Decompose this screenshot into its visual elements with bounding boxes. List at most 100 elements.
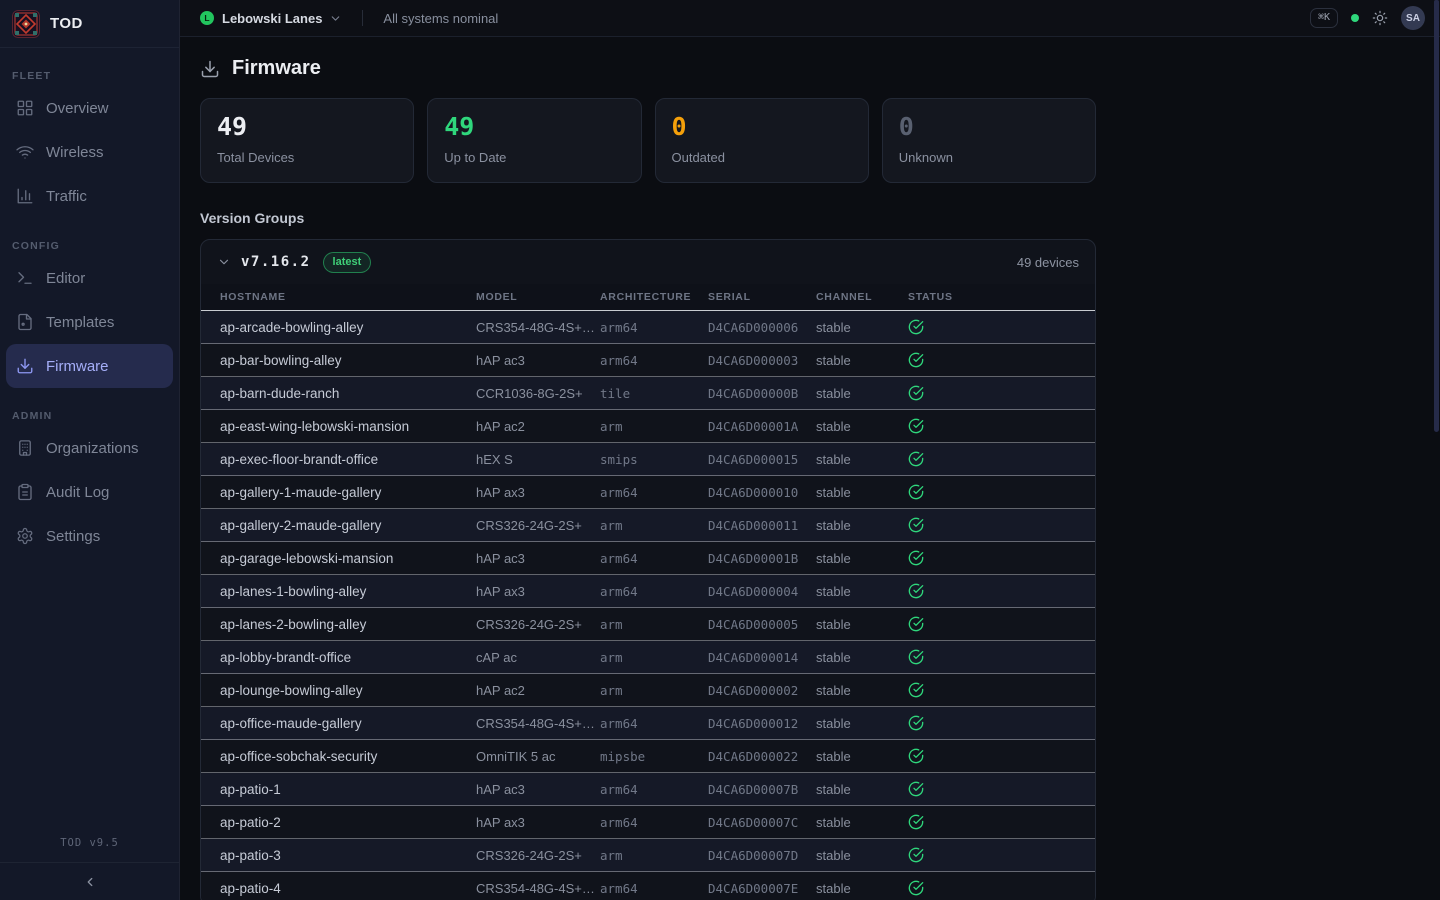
sidebar-item-label: Wireless xyxy=(46,144,104,161)
device-model: hAP ax3 xyxy=(476,485,600,500)
sidebar-item-editor[interactable]: Editor xyxy=(6,256,173,300)
device-model: cAP ac xyxy=(476,650,600,665)
table-row[interactable]: ap-lobby-brandt-office cAP ac arm D4CA6D… xyxy=(201,641,1095,674)
table-row[interactable]: ap-barn-dude-ranch CCR1036-8G-2S+ tile D… xyxy=(201,377,1095,410)
device-hostname: ap-lounge-bowling-alley xyxy=(220,683,476,698)
table-row[interactable]: ap-bar-bowling-alley hAP ac3 arm64 D4CA6… xyxy=(201,344,1095,377)
grid-icon xyxy=(16,99,34,117)
status-check-icon xyxy=(908,649,1079,665)
device-architecture: arm xyxy=(600,848,708,863)
brand-header: TOD xyxy=(0,0,179,48)
topbar-right: ⌘K SA xyxy=(1310,6,1425,30)
table-row[interactable]: ap-patio-2 hAP ax3 arm64 D4CA6D00007C st… xyxy=(201,806,1095,839)
status-check-icon xyxy=(908,385,1079,401)
device-model: hAP ac3 xyxy=(476,782,600,797)
command-palette-shortcut[interactable]: ⌘K xyxy=(1310,8,1338,28)
device-hostname: ap-patio-1 xyxy=(220,782,476,797)
device-serial: D4CA6D00001A xyxy=(708,419,816,434)
sidebar-collapse-button[interactable] xyxy=(0,862,179,900)
sidebar-item-traffic[interactable]: Traffic xyxy=(6,174,173,218)
building-icon xyxy=(16,439,34,457)
device-serial: D4CA6D000012 xyxy=(708,716,816,731)
sidebar-item-settings[interactable]: Settings xyxy=(6,514,173,558)
status-check-icon xyxy=(908,781,1079,797)
device-hostname: ap-exec-floor-brandt-office xyxy=(220,452,476,467)
device-hostname: ap-bar-bowling-alley xyxy=(220,353,476,368)
sidebar-item-templates[interactable]: Templates xyxy=(6,300,173,344)
stat-label: Up to Date xyxy=(444,150,624,165)
device-hostname: ap-garage-lebowski-mansion xyxy=(220,551,476,566)
table-row[interactable]: ap-exec-floor-brandt-office hEX S smips … xyxy=(201,443,1095,476)
device-model: hAP ac3 xyxy=(476,353,600,368)
table-row[interactable]: ap-garage-lebowski-mansion hAP ac3 arm64… xyxy=(201,542,1095,575)
scrollbar-thumb[interactable] xyxy=(1434,0,1439,432)
table-row[interactable]: ap-office-sobchak-security OmniTIK 5 ac … xyxy=(201,740,1095,773)
device-hostname: ap-office-maude-gallery xyxy=(220,716,476,731)
device-serial: D4CA6D000003 xyxy=(708,353,816,368)
table-row[interactable]: ap-arcade-bowling-alley CRS354-48G-4S+… … xyxy=(201,311,1095,344)
sidebar-item-label: Settings xyxy=(46,528,100,545)
firmware-table-body: ap-arcade-bowling-alley CRS354-48G-4S+… … xyxy=(201,311,1095,900)
firmware-version: v7.16.2 xyxy=(241,254,311,270)
device-model: CRS326-24G-2S+ xyxy=(476,518,600,533)
device-architecture: arm64 xyxy=(600,881,708,896)
device-serial: D4CA6D000004 xyxy=(708,584,816,599)
table-header: HOSTNAME MODEL ARCHITECTURE SERIAL CHANN… xyxy=(201,284,1095,311)
system-status-text: All systems nominal xyxy=(383,11,498,26)
page-content: Firmware 49 Total Devices 49 Up to Date … xyxy=(180,37,1440,900)
column-header-status: STATUS xyxy=(908,291,1079,303)
user-avatar[interactable]: SA xyxy=(1401,6,1425,30)
device-serial: D4CA6D00001B xyxy=(708,551,816,566)
device-serial: D4CA6D00007D xyxy=(708,848,816,863)
latest-badge: latest xyxy=(323,252,372,273)
device-channel: stable xyxy=(816,353,908,368)
table-row[interactable]: ap-office-maude-gallery CRS354-48G-4S+… … xyxy=(201,707,1095,740)
stat-value: 0 xyxy=(899,113,1079,141)
sidebar-item-overview[interactable]: Overview xyxy=(6,86,173,130)
device-model: OmniTIK 5 ac xyxy=(476,749,600,764)
device-model: CRS354-48G-4S+… xyxy=(476,320,600,335)
device-channel: stable xyxy=(816,749,908,764)
topbar-divider xyxy=(362,10,363,26)
device-architecture: arm xyxy=(600,617,708,632)
status-check-icon xyxy=(908,550,1079,566)
chevron-down-icon[interactable] xyxy=(329,12,342,25)
device-architecture: arm xyxy=(600,683,708,698)
status-check-icon xyxy=(908,616,1079,632)
sidebar-item-wireless[interactable]: Wireless xyxy=(6,130,173,174)
device-serial: D4CA6D000014 xyxy=(708,650,816,665)
nav-section-config: CONFIG xyxy=(12,240,167,252)
version-group-header[interactable]: v7.16.2 latest 49 devices xyxy=(201,240,1095,284)
table-row[interactable]: ap-gallery-2-maude-gallery CRS326-24G-2S… xyxy=(201,509,1095,542)
device-serial: D4CA6D000002 xyxy=(708,683,816,698)
table-row[interactable]: ap-gallery-1-maude-gallery hAP ax3 arm64… xyxy=(201,476,1095,509)
sidebar-item-firmware[interactable]: Firmware xyxy=(6,344,173,388)
table-row[interactable]: ap-lanes-1-bowling-alley hAP ax3 arm64 D… xyxy=(201,575,1095,608)
column-header-serial: SERIAL xyxy=(708,291,816,303)
table-row[interactable]: ap-east-wing-lebowski-mansion hAP ac2 ar… xyxy=(201,410,1095,443)
device-serial: D4CA6D00007B xyxy=(708,782,816,797)
device-architecture: arm64 xyxy=(600,353,708,368)
org-name[interactable]: Lebowski Lanes xyxy=(222,11,322,26)
device-architecture: mipsbe xyxy=(600,749,708,764)
theme-toggle-sun-icon[interactable] xyxy=(1372,10,1388,26)
bar-chart-icon xyxy=(16,187,34,205)
stat-value: 49 xyxy=(217,113,397,141)
device-serial: D4CA6D000015 xyxy=(708,452,816,467)
sidebar-item-organizations[interactable]: Organizations xyxy=(6,426,173,470)
table-row[interactable]: ap-patio-4 CRS354-48G-4S+… arm64 D4CA6D0… xyxy=(201,872,1095,900)
device-serial: D4CA6D00000B xyxy=(708,386,816,401)
status-check-icon xyxy=(908,451,1079,467)
sidebar-item-label: Organizations xyxy=(46,440,139,457)
device-serial: D4CA6D000011 xyxy=(708,518,816,533)
device-channel: stable xyxy=(816,881,908,896)
table-row[interactable]: ap-lanes-2-bowling-alley CRS326-24G-2S+ … xyxy=(201,608,1095,641)
device-hostname: ap-patio-4 xyxy=(220,881,476,896)
device-hostname: ap-gallery-1-maude-gallery xyxy=(220,485,476,500)
table-row[interactable]: ap-patio-3 CRS326-24G-2S+ arm D4CA6D0000… xyxy=(201,839,1095,872)
table-row[interactable]: ap-patio-1 hAP ac3 arm64 D4CA6D00007B st… xyxy=(201,773,1095,806)
column-header-architecture: ARCHITECTURE xyxy=(600,291,708,303)
sidebar-item-audit-log[interactable]: Audit Log xyxy=(6,470,173,514)
page-title: Firmware xyxy=(232,57,321,80)
table-row[interactable]: ap-lounge-bowling-alley hAP ac2 arm D4CA… xyxy=(201,674,1095,707)
